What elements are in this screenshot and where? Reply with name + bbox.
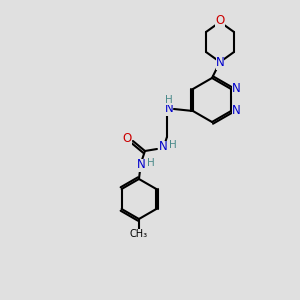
Text: CH₃: CH₃ xyxy=(130,229,148,239)
Text: N: N xyxy=(159,140,167,154)
Text: N: N xyxy=(232,104,240,118)
Text: O: O xyxy=(215,14,225,28)
Text: N: N xyxy=(232,82,240,95)
Text: H: H xyxy=(169,140,177,150)
Text: H: H xyxy=(165,95,173,105)
Text: N: N xyxy=(216,56,224,70)
Text: N: N xyxy=(165,103,173,116)
Text: H: H xyxy=(147,158,155,168)
Text: O: O xyxy=(122,133,132,146)
Text: N: N xyxy=(136,158,145,172)
